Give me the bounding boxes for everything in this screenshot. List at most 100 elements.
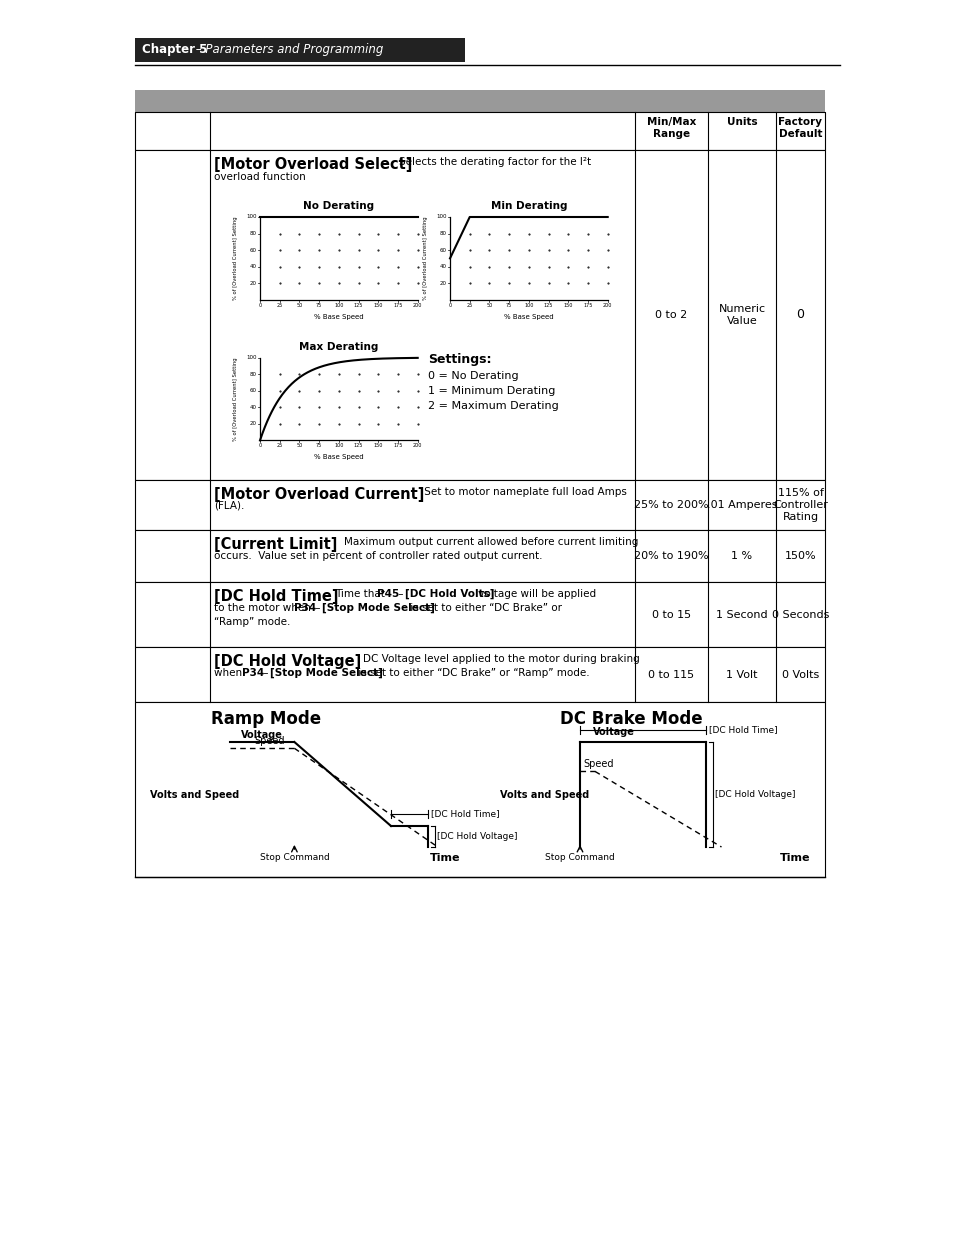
Text: Min Derating: Min Derating (490, 201, 566, 211)
Bar (135, 582, 824, 647)
Text: Volts and Speed: Volts and Speed (150, 789, 239, 799)
Text: (FLA).: (FLA). (213, 501, 244, 511)
Text: 125: 125 (354, 443, 363, 448)
Text: Time: Time (779, 853, 809, 863)
Text: 75: 75 (315, 443, 322, 448)
Text: 125: 125 (354, 303, 363, 308)
Bar (135, 38, 464, 62)
Text: 25: 25 (276, 443, 282, 448)
Text: 25: 25 (276, 303, 282, 308)
Text: [Motor Overload Select]: [Motor Overload Select] (213, 157, 412, 172)
Text: Min/Max
Range: Min/Max Range (646, 117, 696, 138)
Text: .01 Amperes: .01 Amperes (706, 500, 777, 510)
Text: Chapter 5: Chapter 5 (142, 43, 207, 56)
Text: “Ramp” mode.: “Ramp” mode. (213, 618, 290, 627)
Text: [DC Hold Time]: [DC Hold Time] (431, 809, 499, 819)
Text: [DC Hold Voltage]: [DC Hold Voltage] (715, 790, 795, 799)
Text: 100: 100 (523, 303, 533, 308)
Text: Speed: Speed (254, 736, 285, 746)
Text: Stop Command: Stop Command (544, 853, 615, 862)
Text: 75: 75 (505, 303, 512, 308)
Text: 20% to 190%: 20% to 190% (634, 551, 708, 561)
Text: 200: 200 (602, 303, 612, 308)
Text: 50: 50 (296, 303, 302, 308)
Text: 150%: 150% (784, 551, 816, 561)
Text: 0 to 115: 0 to 115 (648, 669, 694, 679)
Text: 100: 100 (334, 443, 343, 448)
Text: Set to motor nameplate full load Amps: Set to motor nameplate full load Amps (420, 487, 626, 496)
Text: 60: 60 (250, 388, 256, 393)
Text: Time: Time (429, 853, 459, 863)
Text: 175: 175 (393, 303, 402, 308)
Text: Volts and Speed: Volts and Speed (499, 789, 589, 799)
Text: % Base Speed: % Base Speed (314, 314, 363, 320)
Text: Factory
Default: Factory Default (778, 117, 821, 138)
Text: P34: P34 (294, 603, 315, 613)
Text: 80: 80 (250, 372, 256, 377)
Text: –: – (260, 668, 272, 678)
Text: Numeric
Value: Numeric Value (718, 304, 764, 326)
Text: % of [Overload Current] Setting: % of [Overload Current] Setting (233, 216, 238, 300)
Text: 60: 60 (250, 248, 256, 253)
Text: 25% to 200%: 25% to 200% (634, 500, 708, 510)
Text: [DC Hold Time]: [DC Hold Time] (709, 725, 778, 735)
Text: 80: 80 (439, 231, 447, 236)
Text: is set to either “DC Brake” or: is set to either “DC Brake” or (407, 603, 561, 613)
Bar (135, 112, 824, 149)
Text: Voltage: Voltage (241, 730, 283, 740)
Text: DC Voltage level applied to the motor during braking: DC Voltage level applied to the motor du… (363, 655, 639, 664)
Text: 50: 50 (486, 303, 492, 308)
Bar (135, 480, 824, 530)
Text: No Derating: No Derating (303, 201, 374, 211)
Text: 0 to 2: 0 to 2 (655, 310, 687, 320)
Text: 200: 200 (413, 443, 422, 448)
Text: DC Brake Mode: DC Brake Mode (560, 710, 702, 727)
Text: 60: 60 (439, 248, 447, 253)
Text: 50: 50 (296, 443, 302, 448)
Bar (135, 647, 824, 701)
Text: [DC Hold Voltage]: [DC Hold Voltage] (213, 655, 361, 669)
Text: 175: 175 (582, 303, 592, 308)
Text: [DC Hold Volts]: [DC Hold Volts] (405, 589, 494, 599)
Text: 20: 20 (439, 280, 447, 285)
Text: Units: Units (726, 117, 757, 127)
Text: 0 = No Derating: 0 = No Derating (428, 370, 518, 380)
Text: 100: 100 (246, 356, 256, 361)
Bar (135, 530, 824, 582)
Text: 150: 150 (374, 303, 382, 308)
Text: [Current Limit]: [Current Limit] (213, 537, 337, 552)
Text: 2 = Maximum Derating: 2 = Maximum Derating (428, 400, 558, 410)
Text: % Base Speed: % Base Speed (314, 454, 363, 461)
Text: Ramp Mode: Ramp Mode (211, 710, 321, 727)
Text: 100: 100 (246, 215, 256, 220)
Text: Max Derating: Max Derating (299, 342, 378, 352)
Text: % of [Overload Current] Setting: % of [Overload Current] Setting (233, 357, 238, 441)
Text: 100: 100 (334, 303, 343, 308)
Text: 150: 150 (563, 303, 573, 308)
Text: 100: 100 (436, 215, 447, 220)
Text: voltage will be applied: voltage will be applied (475, 589, 596, 599)
Text: Maximum output current allowed before current limiting: Maximum output current allowed before cu… (344, 537, 638, 547)
Text: 20: 20 (250, 421, 256, 426)
Text: 40: 40 (250, 264, 256, 269)
Text: 0: 0 (258, 303, 261, 308)
Text: 0 to 15: 0 to 15 (651, 610, 690, 620)
Text: [DC Hold Time]: [DC Hold Time] (213, 589, 338, 604)
Text: –: – (395, 589, 406, 599)
Text: 0: 0 (258, 443, 261, 448)
Text: Selects the derating factor for the I²t: Selects the derating factor for the I²t (398, 157, 591, 167)
Text: Stop Command: Stop Command (259, 853, 329, 862)
Text: 0: 0 (796, 309, 803, 321)
Text: P45: P45 (376, 589, 399, 599)
Text: when: when (213, 668, 245, 678)
Text: Speed: Speed (582, 760, 613, 769)
Text: 40: 40 (250, 405, 256, 410)
Text: Voltage: Voltage (592, 727, 634, 737)
Text: 1 %: 1 % (731, 551, 752, 561)
Text: 1 Second: 1 Second (716, 610, 767, 620)
Text: Time that: Time that (335, 589, 388, 599)
Text: [Stop Mode Select]: [Stop Mode Select] (270, 668, 382, 678)
Text: P34: P34 (242, 668, 264, 678)
Bar (135, 701, 824, 877)
Text: 115% of
Controller
Rating: 115% of Controller Rating (772, 488, 827, 521)
